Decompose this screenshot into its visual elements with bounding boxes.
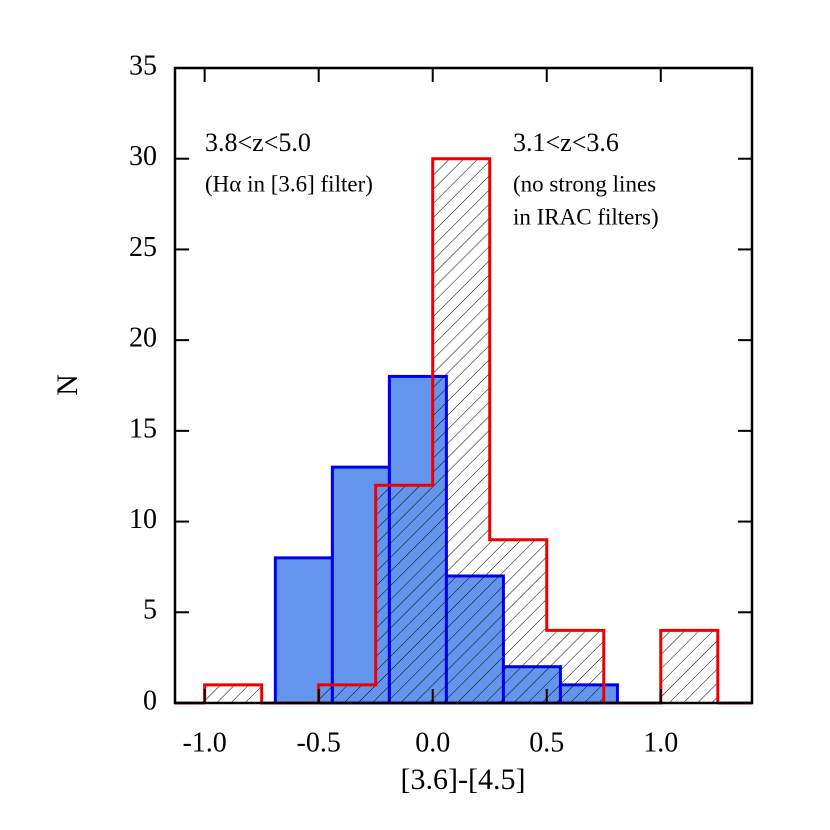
y-tick-label: 0	[143, 685, 157, 716]
histogram-bar	[273, 556, 334, 705]
y-tick-label: 20	[129, 323, 157, 354]
x-tick-label: -1.0	[182, 727, 226, 758]
x-tick-label: 0.0	[415, 727, 450, 758]
annotation: 3.1<z<3.6	[513, 128, 619, 157]
histogram-bar-hatch	[318, 684, 376, 703]
histogram-bar-hatch	[660, 630, 718, 703]
x-axis-label: [3.6]-[4.5]	[401, 763, 526, 796]
y-tick-label: 30	[129, 141, 157, 172]
y-tick-label: 10	[129, 504, 157, 535]
x-tick-label: 0.5	[529, 727, 564, 758]
y-tick-label: 25	[129, 232, 157, 263]
plot-frame	[173, 66, 754, 705]
histogram-bar-hatch	[489, 539, 547, 703]
histogram-bar-hatch	[546, 630, 604, 703]
y-axis-label: N	[51, 374, 84, 396]
y-tick-label: 15	[129, 413, 157, 444]
x-tick-label: -0.5	[297, 727, 341, 758]
histogram-bar-hatch	[375, 485, 433, 703]
histogram-bar-hatch	[204, 684, 262, 703]
annotation: (Hα in [3.6] filter)	[205, 171, 373, 196]
x-tick-label: 1.0	[643, 727, 678, 758]
y-tick-label: 5	[143, 595, 157, 626]
annotation: (no strong lines	[513, 171, 656, 196]
histogram-bar-hatch	[432, 158, 490, 703]
y-tick-label: 35	[129, 50, 157, 81]
annotation: in IRAC filters)	[513, 204, 659, 229]
annotation: 3.8<z<5.0	[205, 128, 311, 157]
plot-area: 0 5 10 15 20 25 30 35 -1.0 -0.5 0.0 0.5 1.0 3.8<z<5.0…	[129, 50, 754, 758]
